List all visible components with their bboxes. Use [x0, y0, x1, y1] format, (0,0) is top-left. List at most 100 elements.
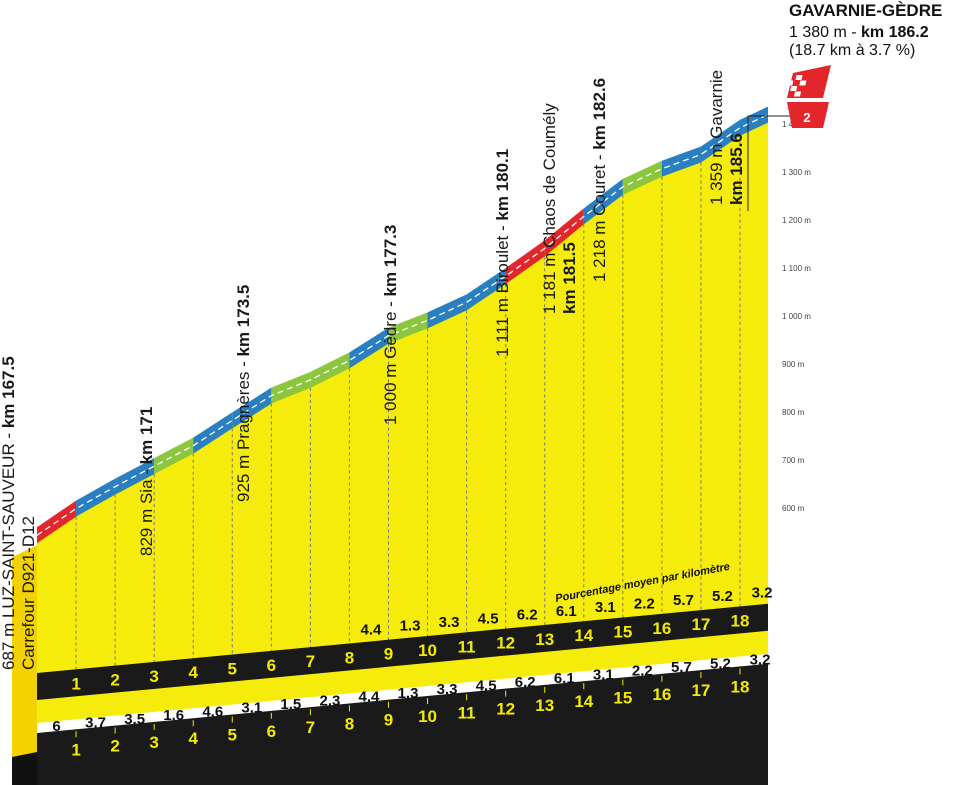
- waypoint-name: 1 111 m Biroulet -: [493, 221, 512, 357]
- gradient-value: 1.3: [398, 685, 419, 702]
- gradient-segment: [232, 387, 272, 429]
- gradient-segment: [661, 146, 701, 177]
- finish-title: GAVARNIE-GÈDRE: [789, 1, 942, 20]
- gradient-value-upper: 5.2: [712, 588, 733, 605]
- gradient-value: 1.6: [163, 707, 184, 724]
- flag-check: [799, 80, 807, 86]
- gradient-value-upper: 6.1: [556, 603, 577, 620]
- flag-check: [777, 86, 785, 91]
- gradient-value: 3.5: [124, 711, 145, 728]
- km-marker: 6: [267, 722, 276, 741]
- waypoint-name: 1 218 m Couret -: [590, 150, 609, 282]
- profile-centerline: [36, 113, 769, 536]
- finish-altitude: 1 380 m -: [789, 24, 861, 41]
- km-marker-upper: 2: [110, 671, 119, 690]
- waypoint-line: 925 m Pragnères - km 173.5: [234, 285, 253, 502]
- flag-check: [795, 75, 803, 80]
- km-marker-upper: 14: [574, 626, 593, 645]
- profile-fill: [37, 114, 768, 724]
- gradient-value: 3.1: [241, 700, 262, 717]
- waypoint-line: 1 218 m Couret - km 182.6: [590, 78, 609, 282]
- km-marker: 8: [345, 714, 354, 733]
- km-marker: 3: [149, 733, 158, 752]
- finish-leader-line: [747, 115, 793, 211]
- gradient-value-upper: 6.2: [517, 607, 538, 624]
- km-marker-upper: 8: [345, 648, 354, 667]
- waypoint-line: 829 m Sia - km 171: [137, 407, 156, 556]
- km-marker-upper: 12: [496, 634, 515, 653]
- altitude-tick-label: 900 m: [782, 360, 805, 369]
- gradient-value: 3.1: [593, 666, 614, 683]
- km-marker-upper: 6: [267, 656, 276, 675]
- waypoint-label: 687 m LUZ-SAINT-SAUVEUR - km 167.5Carref…: [0, 356, 38, 670]
- climb-category-badge: 2: [787, 102, 829, 128]
- gradient-value: 1.5: [280, 696, 301, 713]
- climb-category: 2: [803, 110, 810, 125]
- waypoint-km-line: km 181.5: [560, 242, 579, 314]
- gradient-value: 2.2: [632, 663, 653, 680]
- gradient-value: 6.2: [515, 674, 536, 691]
- km-marker-upper: 13: [535, 630, 554, 649]
- gradient-segment: [76, 478, 116, 517]
- finish-block: GAVARNIE-GÈDRE 1 380 m - km 186.2 (18.7 …: [747, 1, 942, 211]
- km-base-strips: [12, 603, 768, 785]
- gradient-segment: [427, 294, 467, 329]
- km-marker: 14: [574, 692, 593, 711]
- km-marker-upper: 3: [149, 667, 158, 686]
- waypoint-line: 1 000 m Gèdre - km 177.3: [381, 225, 400, 425]
- flag-check: [782, 75, 790, 80]
- altitude-tick-label: 1 300 m: [782, 168, 811, 177]
- km-marker: 4: [188, 729, 198, 748]
- gradient-value-upper: 3.1: [595, 599, 616, 616]
- km-marker: 9: [384, 711, 393, 730]
- waypoint-label: 1 359 m Gavarnie km 185.6: [707, 70, 746, 205]
- gradient-band: [36, 106, 769, 544]
- profile-side-face: [12, 545, 37, 785]
- gradient-segment: [154, 437, 194, 475]
- waypoint-labels: 687 m LUZ-SAINT-SAUVEUR - km 167.5Carref…: [0, 70, 746, 670]
- waypoint-name: 829 m Sia -: [137, 464, 156, 556]
- km-marker-upper: 1: [71, 674, 80, 693]
- km-gridlines: [75, 135, 741, 670]
- km-marker-upper: 11: [458, 637, 476, 656]
- side-face: [12, 545, 37, 785]
- waypoint-km: km 171: [137, 407, 156, 465]
- altitude-tick-label: 600 m: [782, 504, 805, 513]
- gradient-value: 4.6: [202, 703, 223, 720]
- km-marker: 17: [691, 681, 710, 700]
- km-marker-upper: 15: [613, 623, 632, 642]
- waypoint-label: 1 181 m Chaos de Coumély km 181.5: [540, 103, 579, 314]
- km-marker: 7: [306, 718, 315, 737]
- waypoint-line: 1 359 m Gavarnie: [707, 70, 726, 205]
- finish-km: km 186.2: [861, 24, 929, 41]
- km-marker-upper: 7: [306, 652, 315, 671]
- waypoint-name: 1 000 m Gèdre -: [381, 296, 400, 425]
- flag-check: [793, 91, 802, 97]
- km-marker: 5: [228, 726, 237, 745]
- km-marker-upper: 5: [228, 660, 237, 679]
- gradient-value: 5.7: [671, 659, 692, 676]
- gradient-value: 6: [52, 718, 60, 735]
- gradient-value-upper: 4.4: [361, 621, 383, 638]
- km-marker: 13: [535, 696, 554, 715]
- waypoint-name: 925 m Pragnères -: [234, 356, 253, 502]
- gradient-segment: [310, 352, 350, 388]
- gradient-value: 4.4: [359, 689, 381, 706]
- waypoint-line: 687 m LUZ-SAINT-SAUVEUR - km 167.5: [0, 356, 18, 670]
- altitude-tick-label: 1 200 m: [782, 216, 811, 225]
- waypoint-km-line: km 185.6: [727, 133, 746, 205]
- waypoint-line: 1 111 m Biroulet - km 180.1: [493, 149, 512, 357]
- km-marker-upper: 18: [731, 611, 750, 630]
- gradient-segment: [583, 178, 623, 225]
- waypoint-km: km 173.5: [234, 285, 253, 357]
- waypoint-km: km 185.6: [727, 133, 746, 205]
- gradient-value: 6.1: [554, 670, 575, 687]
- km-marker: 2: [110, 737, 119, 756]
- gradient-segment: [388, 312, 428, 344]
- km-marker-upper: 10: [418, 641, 437, 660]
- flag-check: [786, 80, 794, 86]
- km-marker: 10: [418, 707, 437, 726]
- altitude-tick-label: 800 m: [782, 408, 805, 417]
- waypoint-km: km 177.3: [381, 225, 400, 297]
